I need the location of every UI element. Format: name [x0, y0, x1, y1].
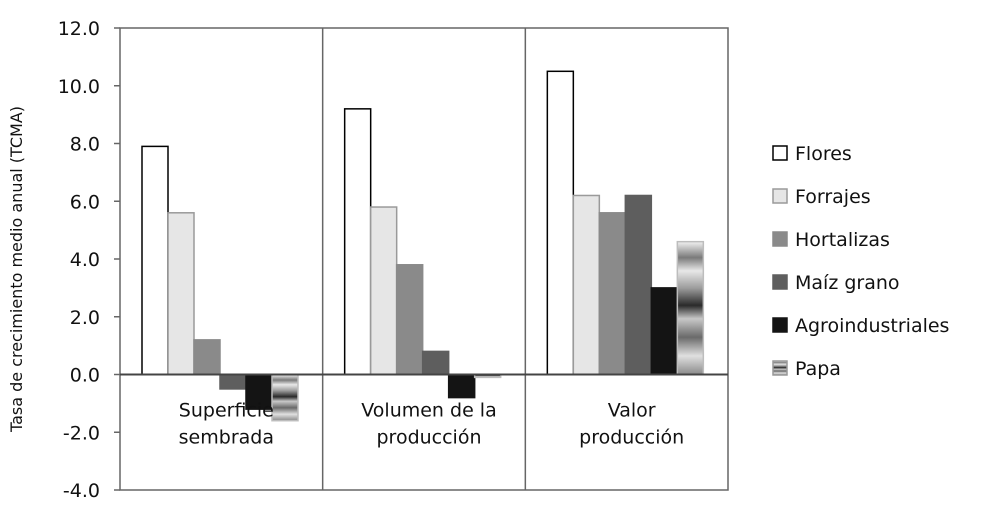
bar-maíz-grano [219, 373, 247, 390]
bar-agroindustriales [447, 373, 476, 399]
legend-item: Agroindustriales [772, 315, 949, 337]
y-tick-label: 12.0 [58, 18, 100, 40]
bar-maíz-grano [624, 194, 653, 376]
bar-flores [546, 70, 575, 376]
bar-forrajes [369, 206, 398, 376]
legend-item: Papa [772, 358, 841, 380]
y-tick-label: -4.0 [63, 480, 100, 502]
legend-item: Maíz grano [772, 272, 900, 294]
category-label: Superficie sembrada [179, 400, 274, 449]
legend-label: Forrajes [795, 186, 871, 208]
y-axis-label: Tasa de crecimiento medio anual (TCMA) [7, 106, 26, 433]
legend-label: Maíz grano [795, 272, 900, 294]
y-tick-label: 10.0 [58, 76, 100, 98]
legend-label: Hortalizas [795, 229, 890, 251]
y-tick-label: 0.0 [70, 365, 100, 387]
legend-swatch [772, 188, 788, 204]
bar-forrajes [167, 212, 195, 376]
bar-papa [676, 240, 705, 376]
legend-item: Hortalizas [772, 229, 890, 251]
bar-hortalizas [193, 339, 221, 376]
bar-maíz-grano [421, 350, 450, 376]
y-tick-label: -2.0 [63, 422, 100, 444]
legend-label: Papa [795, 358, 841, 380]
bars [141, 70, 705, 422]
bar-papa [271, 373, 299, 422]
bar-hortalizas [598, 212, 627, 376]
bar-flores [343, 108, 372, 376]
legend-label: Flores [795, 143, 852, 165]
y-tick-label: 8.0 [70, 134, 100, 156]
y-tick-label: 4.0 [70, 249, 100, 271]
bar-agroindustriales [245, 373, 273, 410]
legend-label: Agroindustriales [795, 315, 949, 337]
y-axis-title: Tasa de crecimiento medio anual (TCMA) [7, 106, 26, 433]
legend-swatch [772, 274, 788, 290]
y-tick-label: 2.0 [70, 307, 100, 329]
legend-swatch [772, 231, 788, 247]
bar-forrajes [572, 194, 601, 376]
legend-item: Flores [772, 143, 852, 165]
y-tick-label: 6.0 [70, 191, 100, 213]
legend: Flores Forrajes Hortalizas Maíz grano Agroin… [772, 143, 949, 380]
bar-hortalizas [395, 264, 424, 376]
bar-agroindustriales [650, 287, 679, 376]
category-label: Volumen de la producción [361, 400, 496, 449]
bar-flores [141, 145, 169, 376]
legend-swatch [772, 360, 788, 376]
legend-item: Forrajes [772, 186, 871, 208]
category-label: Valor producción [579, 400, 684, 449]
legend-swatch [772, 317, 788, 333]
legend-swatch [772, 145, 788, 161]
plot-area: 12.0 10.0 8.0 6.0 4.0 2.0 0.0 -2.0 -4.0 Superfici… [58, 18, 729, 502]
